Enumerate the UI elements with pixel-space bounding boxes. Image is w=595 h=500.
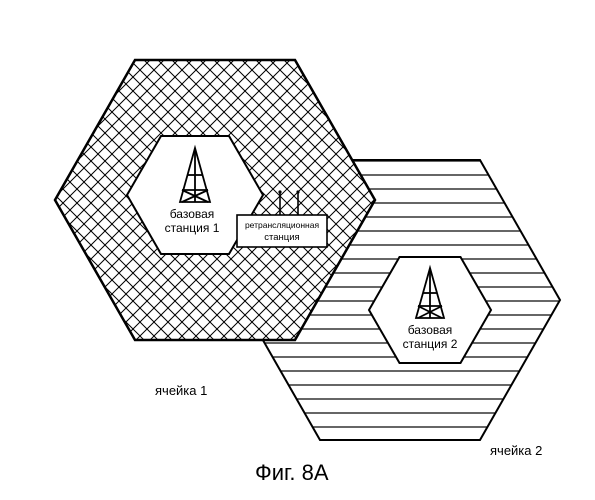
cell-2-label: ячейка 2 (490, 443, 542, 458)
figure-caption: Фиг. 8A (255, 460, 329, 486)
diagram-svg: базовая станция 2 базовая станция 1 ретр… (0, 0, 595, 500)
cell-1-bs-label-2: станция 1 (165, 221, 220, 235)
cell-2-bs-label-1: базовая (408, 323, 453, 337)
relay-label-1: ретрансляционная (245, 220, 319, 230)
cell-1-label: ячейка 1 (155, 383, 207, 398)
cell-2-bs-label-2: станция 2 (403, 337, 458, 351)
relay-label-2: станция (264, 232, 299, 243)
figure-canvas: базовая станция 2 базовая станция 1 ретр… (0, 0, 595, 500)
cell-1-bs-label-1: базовая (170, 207, 215, 221)
